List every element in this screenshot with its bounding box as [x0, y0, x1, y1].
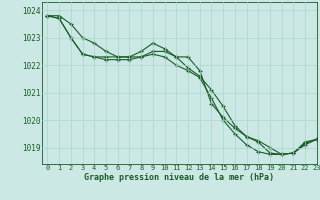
X-axis label: Graphe pression niveau de la mer (hPa): Graphe pression niveau de la mer (hPa)	[84, 173, 274, 182]
